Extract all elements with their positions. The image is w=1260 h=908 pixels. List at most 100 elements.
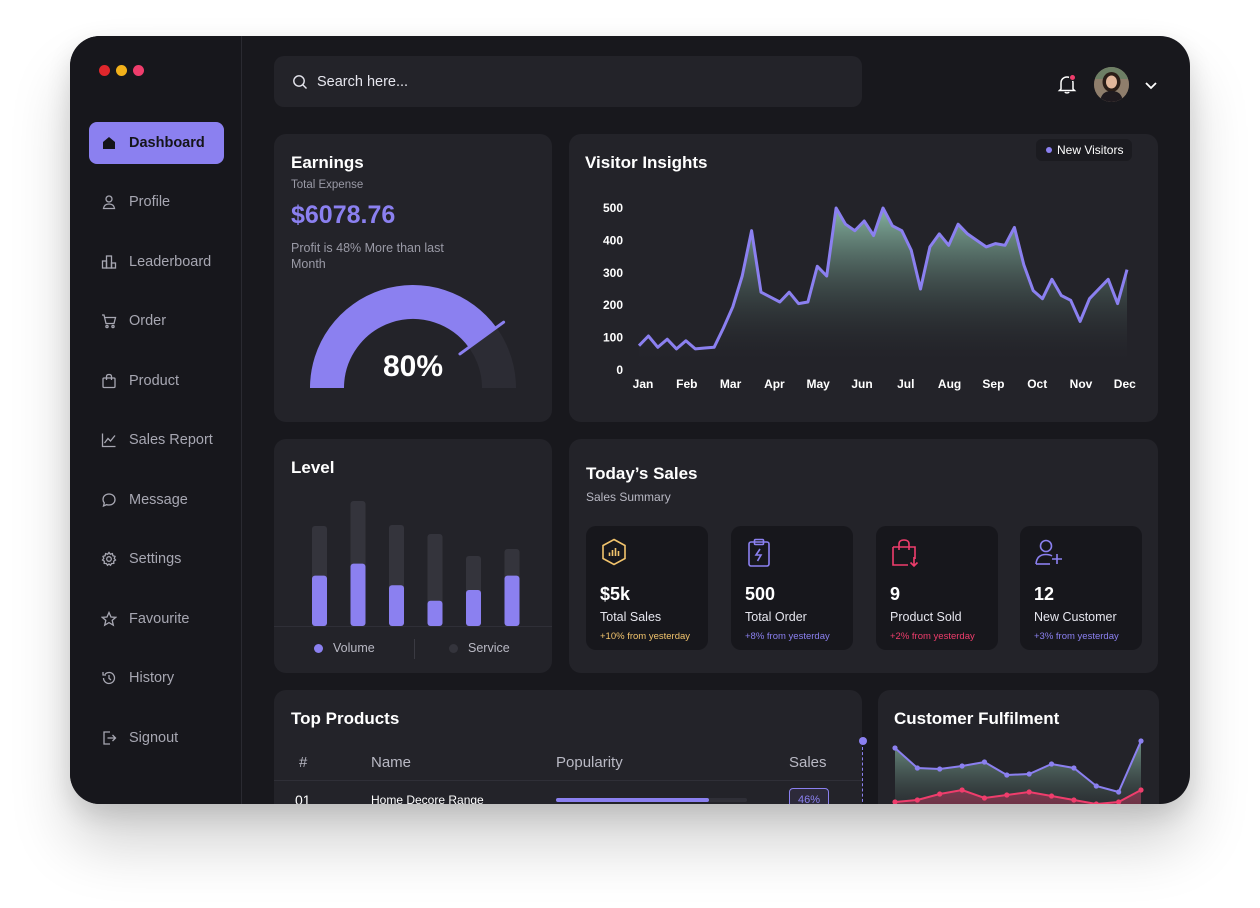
stat-label: Total Order: [745, 610, 807, 624]
pink-point: [959, 787, 965, 793]
sidebar-item-order[interactable]: Order: [89, 300, 224, 342]
close-dot[interactable]: [99, 65, 110, 76]
pink-point: [937, 791, 943, 797]
scroll-indicator[interactable]: [859, 737, 867, 745]
bell-icon: [1057, 74, 1077, 94]
sidebar-item-label: Leaderboard: [129, 254, 212, 270]
stat-total-order[interactable]: 500 Total Order +8% from yesterday: [731, 526, 853, 650]
cart-icon: [102, 314, 117, 329]
pink-point: [1116, 799, 1122, 804]
level-title: Level: [291, 458, 335, 477]
y-tick-label: 400: [603, 233, 623, 247]
purple-point: [1093, 783, 1099, 789]
purple-point: [1138, 738, 1144, 744]
x-tick-label: Nov: [1070, 377, 1093, 391]
sidebar-item-settings[interactable]: Settings: [89, 538, 224, 580]
earnings-subtitle: Total Expense: [291, 179, 364, 191]
purple-point: [892, 745, 898, 751]
user-icon: [102, 195, 116, 210]
purple-point: [981, 759, 988, 765]
legend-swatch: [1046, 147, 1052, 153]
legend-separator: [414, 639, 415, 659]
stat-product-sold[interactable]: 9 Product Sold +2% from yesterday: [876, 526, 998, 650]
column-header: Popularity: [556, 746, 789, 781]
sidebar-item-signout[interactable]: Signout: [89, 717, 224, 759]
row-sales-cell: 46%: [789, 780, 862, 804]
pink-point: [1071, 797, 1077, 803]
popularity-fill: [556, 798, 709, 803]
signout-icon: [103, 731, 117, 745]
star-icon: [101, 611, 117, 627]
sidebar-item-profile[interactable]: Profile: [89, 181, 224, 223]
profile-menu-toggle[interactable]: [1143, 77, 1159, 98]
history-icon: [102, 671, 116, 685]
sidebar-item-product[interactable]: Product: [89, 360, 224, 402]
sidebar-item-label: Profile: [129, 194, 171, 210]
column-header: #: [274, 746, 371, 781]
stat-change: +3% from yesterday: [1034, 631, 1119, 642]
column-header: Sales: [789, 746, 862, 781]
x-tick-label: Oct: [1027, 377, 1047, 391]
pink-area: [895, 790, 1141, 804]
sidebar-item-label: Product: [129, 373, 179, 389]
search-bar[interactable]: [274, 56, 862, 107]
stat-total-sales[interactable]: $5k Total Sales +10% from yesterday: [586, 526, 708, 650]
minimize-dot[interactable]: [116, 65, 127, 76]
todays-sales-title: Today’s Sales: [586, 464, 698, 483]
customer-fulfilment-title: Customer Fulfilment: [894, 709, 1060, 728]
level-card: Level Volume Service: [274, 439, 552, 673]
avatar[interactable]: [1094, 67, 1129, 102]
purple-point: [1048, 761, 1055, 767]
y-tick-label: 0: [616, 363, 623, 377]
table-row[interactable]: 01 Home Decore Range 46%: [274, 780, 862, 804]
y-tick-label: 300: [603, 266, 623, 280]
top-products-card: Top Products # Name Popularity Sales 01 …: [274, 690, 862, 804]
todays-sales-subtitle: Sales Summary: [586, 490, 671, 504]
new-customer-icon: [1035, 539, 1062, 565]
y-tick-label: 500: [603, 201, 623, 215]
sidebar-item-leaderboard[interactable]: Leaderboard: [89, 241, 224, 283]
sidebar-item-label: Sales Report: [129, 432, 213, 448]
purple-point: [959, 763, 965, 769]
sidebar-item-message[interactable]: Message: [89, 479, 224, 521]
sidebar-item-favourite[interactable]: Favourite: [89, 598, 224, 640]
volume-bar: [466, 590, 481, 626]
earnings-card: Earnings Total Expense $6078.76 Profit i…: [274, 134, 552, 422]
purple-point: [1116, 789, 1122, 795]
gauge-needle: [458, 320, 506, 356]
line-chart-icon: [101, 433, 116, 448]
leaderboard-icon: [101, 255, 117, 269]
sales-icon: [602, 538, 626, 566]
stat-new-customer[interactable]: 12 New Customer +3% from yesterday: [1020, 526, 1142, 650]
todays-sales-card: Today’s Sales Sales Summary $5k Total Sa…: [569, 439, 1158, 673]
chevron-down-icon: [1145, 82, 1157, 90]
search-icon: [293, 74, 307, 89]
gear-icon: [101, 551, 117, 567]
row-name: Home Decore Range: [371, 793, 484, 804]
volume-bar: [350, 563, 366, 626]
top-products-title: Top Products: [291, 709, 400, 728]
customer-fulfilment-chart: [892, 738, 1144, 804]
search-input[interactable]: [317, 73, 817, 90]
sidebar-item-dashboard[interactable]: Dashboard: [89, 122, 224, 164]
stat-change: +10% from yesterday: [600, 631, 691, 642]
table-header-row: # Name Popularity Sales: [274, 746, 862, 781]
notification-button[interactable]: [1056, 73, 1078, 100]
level-chart: [312, 501, 520, 626]
sidebar-item-sales-report[interactable]: Sales Report: [89, 419, 224, 461]
window-controls: [99, 65, 144, 76]
sales-badge: 46%: [789, 788, 830, 804]
row-number: 01: [295, 792, 311, 804]
sidebar-item-history[interactable]: History: [89, 657, 224, 699]
scroll-track[interactable]: [862, 747, 863, 804]
purple-point: [1071, 765, 1077, 771]
purple-area: [895, 741, 1141, 804]
maximize-dot[interactable]: [133, 65, 144, 76]
visitor-insights-title: Visitor Insights: [585, 153, 708, 172]
volume-bar: [389, 585, 404, 626]
volume-bar: [312, 575, 327, 626]
gauge-label: 80%: [383, 350, 443, 383]
sidebar-item-label: Settings: [129, 551, 182, 567]
pink-point: [914, 797, 920, 803]
sidebar-item-label: History: [129, 670, 175, 686]
